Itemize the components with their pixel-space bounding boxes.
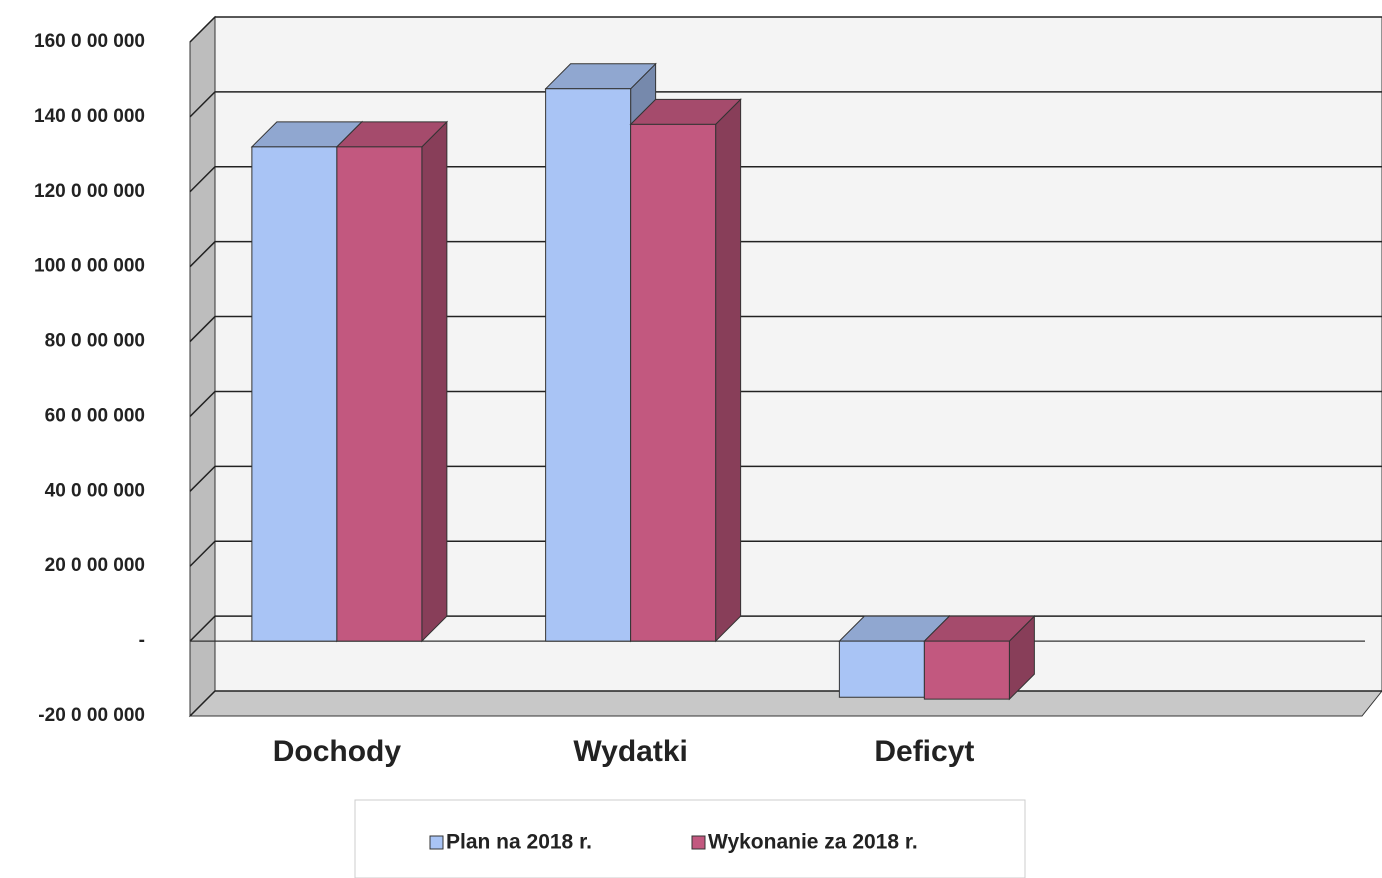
y-tick-label: 40 0 00 000 <box>45 480 145 501</box>
grid-line <box>189 540 1382 567</box>
bar-front <box>251 146 338 642</box>
grid-line <box>189 240 1382 268</box>
legend-label: Wykonanie za 2018 r. <box>708 831 918 854</box>
bar-front <box>336 146 423 642</box>
y-tick-label: 160 0 00 000 <box>34 31 145 52</box>
y-tick-label: 100 0 00 000 <box>34 256 145 277</box>
x-tick-label: Dochody <box>273 735 402 768</box>
y-tick-label: - <box>139 630 145 651</box>
legend-swatch <box>691 835 706 850</box>
bar-front <box>838 640 925 698</box>
bar-front <box>630 123 717 642</box>
grid-line <box>189 390 1382 417</box>
legend-swatch <box>429 835 444 850</box>
legend-label: Plan na 2018 r. <box>446 831 592 854</box>
x-tick-label: Wydatki <box>573 735 687 768</box>
legend-box <box>354 799 1026 878</box>
y-tick-label: 20 0 00 000 <box>45 555 145 576</box>
grid-line <box>189 91 1382 118</box>
side-wall <box>189 15 216 718</box>
grid-line <box>189 166 1382 193</box>
floor <box>188 690 1382 717</box>
bar <box>335 120 449 643</box>
bar-side <box>715 98 742 643</box>
bar-front <box>923 640 1010 700</box>
grid-line <box>189 16 1382 43</box>
grid-line <box>189 465 1382 492</box>
x-tick-label: Deficyt <box>874 735 974 768</box>
y-tick-label: 80 0 00 000 <box>45 331 145 352</box>
bar <box>629 98 742 643</box>
y-tick-label: -20 0 00 000 <box>38 705 145 726</box>
y-tick-label: 140 0 00 000 <box>34 106 145 127</box>
bar-side <box>421 120 448 643</box>
bar-front <box>545 88 632 642</box>
y-tick-label: 60 0 00 000 <box>45 405 145 426</box>
grid-line <box>189 315 1382 343</box>
bar <box>923 614 1036 701</box>
y-tick-label: 120 0 00 000 <box>34 181 145 202</box>
